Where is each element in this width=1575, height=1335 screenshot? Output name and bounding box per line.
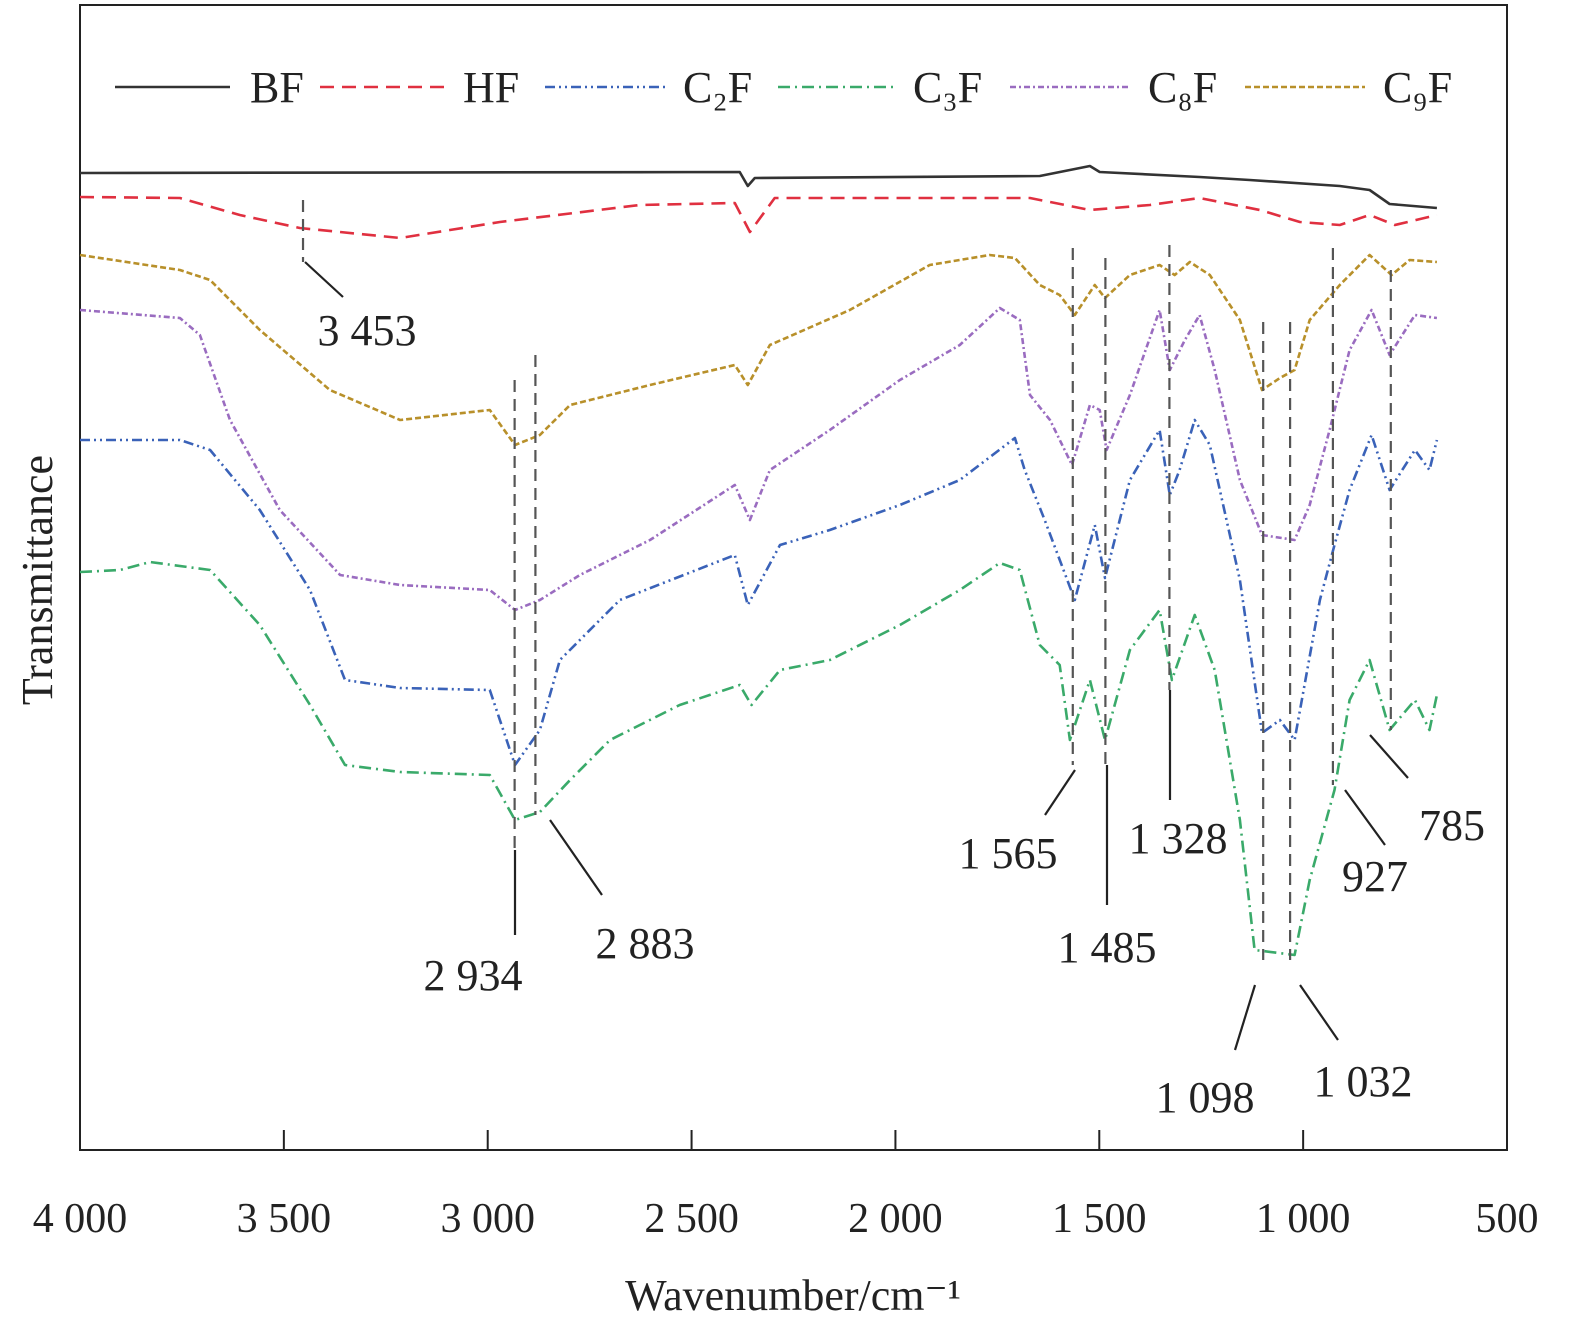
peak-leader-line	[1344, 789, 1386, 846]
legend-label: C₈F	[1148, 63, 1217, 112]
peak-leader-line	[304, 261, 344, 298]
legend-label: C₂F	[683, 63, 752, 112]
series-line-HF	[79, 195, 1438, 240]
x-tick-label: 1 500	[1052, 1196, 1147, 1242]
peak-label: 2 934	[424, 951, 523, 1000]
peak-label: 1 098	[1156, 1073, 1255, 1122]
x-axis-title: Wavenumber/cm⁻¹	[625, 1271, 961, 1320]
x-tick-label: 3 500	[237, 1196, 332, 1242]
series-line-BF	[79, 164, 1438, 210]
legend-label: HF	[463, 63, 519, 112]
peak-label: 927	[1342, 852, 1408, 901]
peak-label: 3 453	[318, 306, 417, 355]
legend-label: C₉F	[1383, 63, 1452, 112]
peak-label: 1 032	[1314, 1057, 1413, 1106]
legend-label: C₃F	[913, 63, 982, 112]
legend-label: BF	[250, 63, 304, 112]
x-tick-label: 1 000	[1256, 1196, 1351, 1242]
x-tick-label: 500	[1476, 1196, 1539, 1242]
peak-leader-line	[1233, 984, 1257, 1051]
series-line-C₈F	[79, 306, 1438, 612]
peak-leader-line	[1369, 734, 1409, 779]
plot-frame	[79, 4, 1508, 1151]
series-line-C₃F	[79, 560, 1439, 957]
peak-label: 785	[1419, 801, 1485, 850]
peak-label: 1 485	[1058, 923, 1157, 972]
x-tick-label: 3 000	[440, 1196, 535, 1242]
x-tick-label: 2 000	[848, 1196, 943, 1242]
peak-label: 1 565	[959, 829, 1058, 878]
series-line-C₉F	[79, 253, 1437, 447]
series-line-C₂F	[80, 418, 1439, 767]
x-tick-label: 2 500	[644, 1196, 739, 1242]
x-tick-label: 4 000	[33, 1196, 128, 1242]
peak-label: 2 883	[596, 919, 695, 968]
y-axis-title: Transmittance	[13, 455, 62, 705]
peak-label: 1 328	[1129, 814, 1228, 863]
peak-leader-line	[549, 819, 603, 896]
peak-leader-line	[1299, 984, 1339, 1041]
peak-leader-line	[1044, 769, 1076, 816]
